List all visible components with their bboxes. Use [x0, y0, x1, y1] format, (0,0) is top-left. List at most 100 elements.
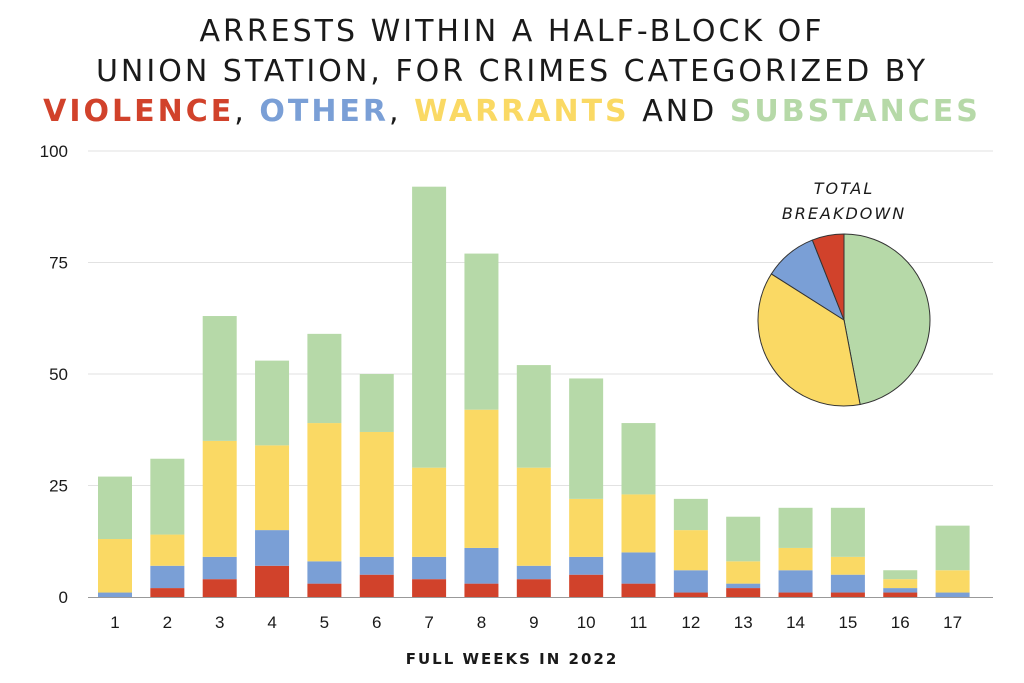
bar-segment-substances — [359, 374, 394, 432]
bar-segment-other — [464, 547, 499, 584]
bar-segment-violence — [621, 583, 656, 597]
pie-title-line-2: BREAKDOWN — [782, 204, 906, 223]
bar-segment-other — [202, 556, 237, 580]
title-line-3: VIOLENCE, OTHER, WARRANTS AND SUBSTANCES — [0, 92, 1024, 132]
x-axis-label: FULL WEEKS IN 2022 — [406, 650, 619, 668]
bar-segment-substances — [569, 378, 604, 499]
x-tick-label: 4 — [267, 613, 276, 632]
title-keyword-other: OTHER — [259, 94, 390, 129]
bar-segment-violence — [255, 565, 290, 597]
x-tick-label: 17 — [943, 613, 962, 632]
bar-segment-other — [307, 561, 342, 584]
bar-segment-warrants — [150, 534, 185, 566]
bar-segment-other — [935, 592, 970, 597]
bar-segment-violence — [726, 588, 761, 597]
x-tick-label: 6 — [372, 613, 381, 632]
x-tick-label: 7 — [424, 613, 433, 632]
bar-segment-violence — [150, 588, 185, 597]
bar-segment-warrants — [359, 431, 394, 557]
bar-segment-violence — [464, 583, 499, 597]
y-tick-label: 25 — [49, 477, 68, 496]
bar-segment-substances — [883, 570, 918, 580]
bar-segment-substances — [516, 365, 551, 468]
x-tick-label: 15 — [838, 613, 857, 632]
bar-segment-other — [516, 565, 551, 580]
bar-segment-other — [412, 556, 447, 580]
bar-segment-warrants — [412, 467, 447, 557]
bar-segment-substances — [307, 333, 342, 424]
bar-segment-substances — [150, 458, 185, 535]
title-separator: AND — [629, 94, 730, 129]
bar-segment-warrants — [202, 440, 237, 557]
x-tick-label: 2 — [163, 613, 172, 632]
bar-segment-warrants — [98, 539, 132, 593]
x-tick-label: 13 — [734, 613, 753, 632]
bar-segment-violence — [830, 592, 865, 597]
bar-segment-other — [621, 552, 656, 584]
bar-segment-substances — [726, 516, 761, 562]
bar-segment-warrants — [883, 579, 918, 589]
pie-slice-warrants — [757, 273, 861, 407]
pie-slice-substances — [843, 233, 931, 406]
bar-segment-violence — [883, 592, 918, 597]
bar-segment-warrants — [673, 530, 708, 571]
x-tick-label: 1 — [110, 613, 119, 632]
bar-segment-other — [830, 574, 865, 593]
x-axis-ticks: 1 2 3 4 5 6 7 8 9 10 11 12 13 14 15 16 17 — [110, 613, 962, 632]
bar-segment-substances — [673, 498, 708, 531]
bar-segment-other — [726, 583, 761, 589]
bar-segment-violence — [307, 583, 342, 597]
x-tick-label: 9 — [529, 613, 538, 632]
y-tick-label: 0 — [59, 588, 68, 607]
pie-title-line-1: TOTAL — [814, 179, 875, 198]
x-tick-label: 5 — [320, 613, 329, 632]
y-tick-label: 75 — [49, 254, 68, 273]
x-tick-label: 12 — [681, 613, 700, 632]
bar-segment-other — [569, 556, 604, 575]
bar-segment-violence — [569, 574, 604, 597]
title-separator: , — [389, 94, 415, 129]
x-tick-label: 16 — [891, 613, 910, 632]
bar-segment-other — [673, 570, 708, 593]
title-keyword-warrants: WARRANTS — [414, 94, 630, 129]
bar-segment-warrants — [778, 547, 813, 571]
bar-segment-substances — [464, 253, 499, 410]
pie-chart — [757, 233, 931, 407]
bar-segment-warrants — [621, 494, 656, 553]
y-tick-label: 50 — [49, 365, 68, 384]
title-keyword-substances: SUBSTANCES — [729, 94, 981, 129]
bar-segment-warrants — [516, 467, 551, 566]
y-axis-ticks: 0 25 50 75 100 — [40, 142, 68, 607]
bar-segment-other — [883, 588, 918, 593]
chart-title: ARRESTS WITHIN A HALF-BLOCK OF UNION STA… — [0, 12, 1024, 132]
bar-segment-other — [150, 565, 185, 589]
bars — [98, 186, 970, 597]
bar-segment-violence — [412, 579, 447, 597]
bar-segment-other — [98, 592, 132, 597]
y-tick-label: 100 — [40, 142, 68, 161]
bar-segment-warrants — [464, 409, 499, 548]
bar-segment-warrants — [255, 445, 290, 531]
bar-segment-substances — [255, 360, 290, 446]
bar-segment-substances — [621, 423, 656, 495]
bar-segment-warrants — [830, 556, 865, 575]
bar-segment-violence — [516, 579, 551, 597]
bar-segment-substances — [202, 316, 237, 441]
x-tick-label: 10 — [577, 613, 596, 632]
bar-segment-other — [778, 570, 813, 593]
bar-segment-other — [255, 530, 290, 566]
bar-segment-warrants — [307, 423, 342, 562]
bar-segment-substances — [412, 186, 447, 468]
bar-segment-substances — [935, 525, 970, 571]
pie-slice-violence — [811, 233, 845, 321]
bar-segment-warrants — [726, 561, 761, 584]
bar-segment-warrants — [935, 570, 970, 593]
title-line-2: UNION STATION, FOR CRIMES CATEGORIZED BY — [95, 54, 929, 89]
bar-segment-violence — [778, 592, 813, 597]
bar-segment-other — [359, 556, 394, 575]
x-tick-label: 14 — [786, 613, 805, 632]
title-line-1: ARRESTS WITHIN A HALF-BLOCK OF — [199, 14, 825, 49]
bar-segment-violence — [673, 592, 708, 597]
title-separator: , — [234, 94, 260, 129]
